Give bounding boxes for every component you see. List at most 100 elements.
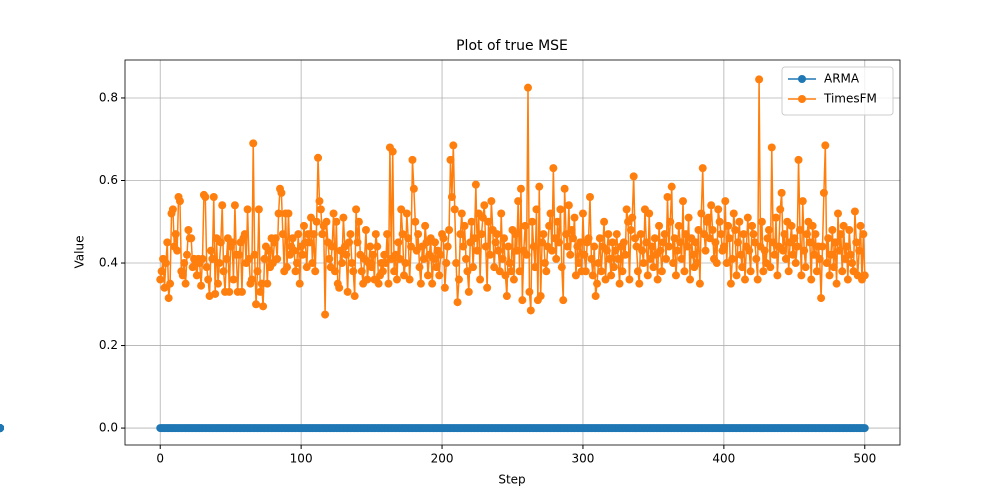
point [759,267,768,276]
point [164,294,173,303]
point [717,230,726,239]
point [807,275,816,284]
point [679,197,687,206]
point [531,263,540,272]
point [307,213,315,222]
point [635,279,644,288]
point [794,155,803,164]
point [350,292,359,301]
point [225,287,234,296]
point [691,238,700,247]
point [259,302,268,311]
point [725,234,734,243]
point [505,259,514,268]
point [249,139,258,148]
point [409,184,418,193]
point [721,197,730,206]
y-tick-label: 0.8 [99,90,118,104]
point [349,267,358,276]
point [163,238,172,247]
point [708,226,717,235]
point [439,234,448,243]
point [384,279,393,288]
point [860,424,869,433]
point [416,279,425,288]
point [480,201,489,210]
point [629,172,638,181]
point [252,300,261,309]
point [770,250,779,259]
point [538,238,547,247]
point [860,271,869,280]
point [247,275,256,284]
point [686,275,695,284]
point [595,234,604,243]
point [380,250,389,259]
point [581,267,590,276]
point [263,279,272,288]
point [684,213,693,222]
point [719,242,728,251]
point [423,271,432,280]
point [795,226,804,235]
point [339,213,348,222]
point [815,254,824,263]
point [660,230,669,239]
point [611,246,620,255]
point [546,209,555,218]
point [526,306,535,315]
point [593,279,602,288]
point [584,234,593,243]
point [773,271,782,280]
point [779,246,788,255]
point [704,213,713,222]
point [469,263,478,272]
point [674,221,683,230]
point [832,279,841,288]
point [518,296,527,305]
point [835,246,844,255]
point [215,259,224,268]
legend: ARMA TimesFM [781,66,894,116]
point [322,217,331,226]
y-tick-label: 0.6 [99,173,118,187]
point [175,197,184,206]
point [838,267,847,276]
point [557,263,566,272]
point [529,242,538,251]
point [464,287,473,296]
point [493,230,501,239]
point [381,259,390,268]
point [564,201,573,210]
point [676,238,685,247]
point [245,254,253,263]
point [502,292,511,301]
point [545,221,554,230]
point [309,230,318,239]
point [733,238,742,247]
point [588,271,597,280]
point [400,271,408,280]
point [798,197,807,206]
point [347,259,356,268]
point [738,263,747,272]
point [580,250,589,259]
point [604,230,613,239]
point [491,238,500,247]
point [601,275,610,284]
point [318,230,327,239]
point [397,205,406,214]
point [187,234,196,243]
point [500,234,509,243]
point [483,283,492,292]
point [586,192,594,201]
point [852,238,861,247]
point [160,283,169,292]
point [735,217,744,226]
point [612,230,621,239]
y-tick-label: 0.4 [99,256,118,270]
point [741,275,749,284]
legend-label: ARMA [824,72,860,86]
point [695,279,704,288]
point [476,275,485,284]
